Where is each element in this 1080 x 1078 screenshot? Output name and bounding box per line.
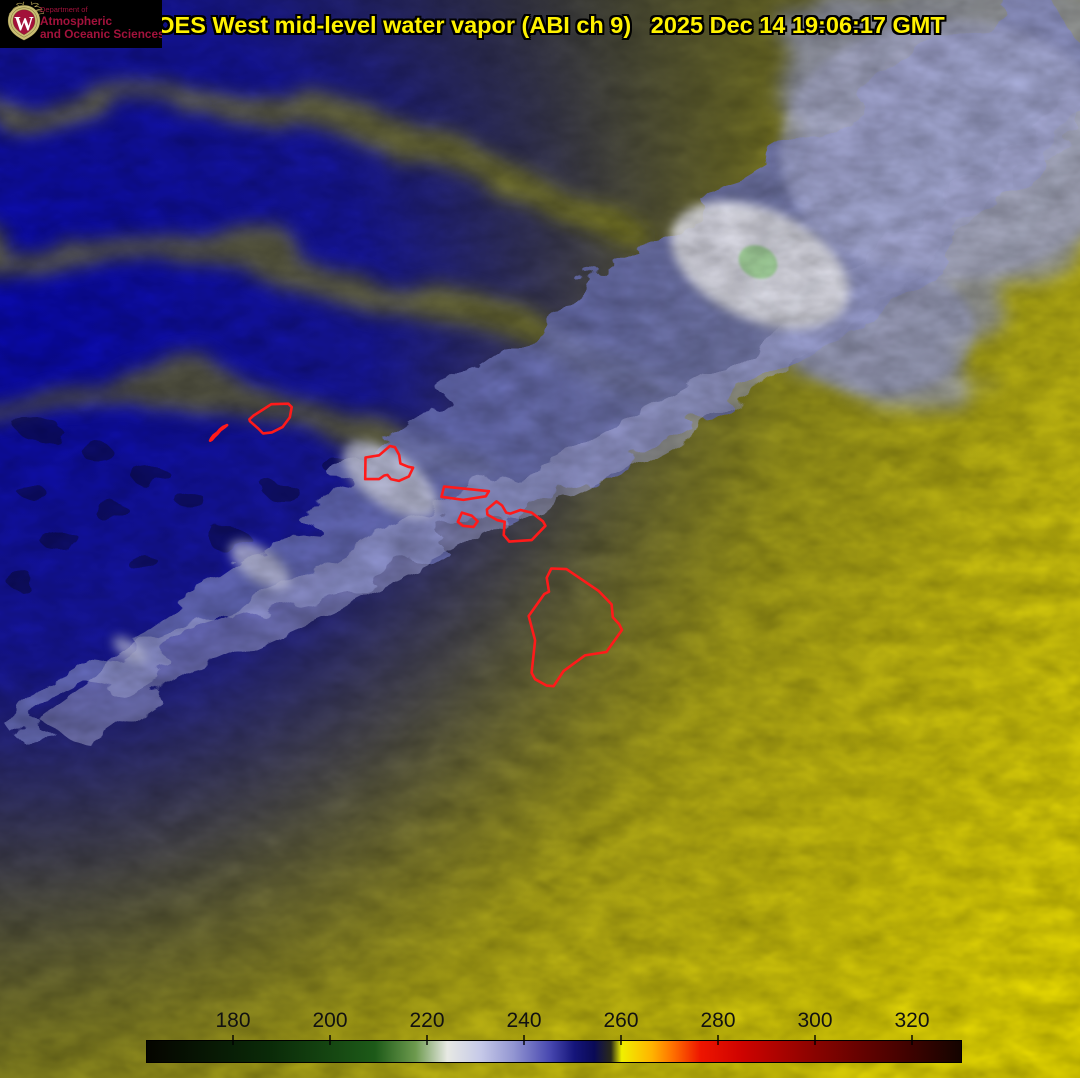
svg-text:W: W — [14, 14, 34, 35]
